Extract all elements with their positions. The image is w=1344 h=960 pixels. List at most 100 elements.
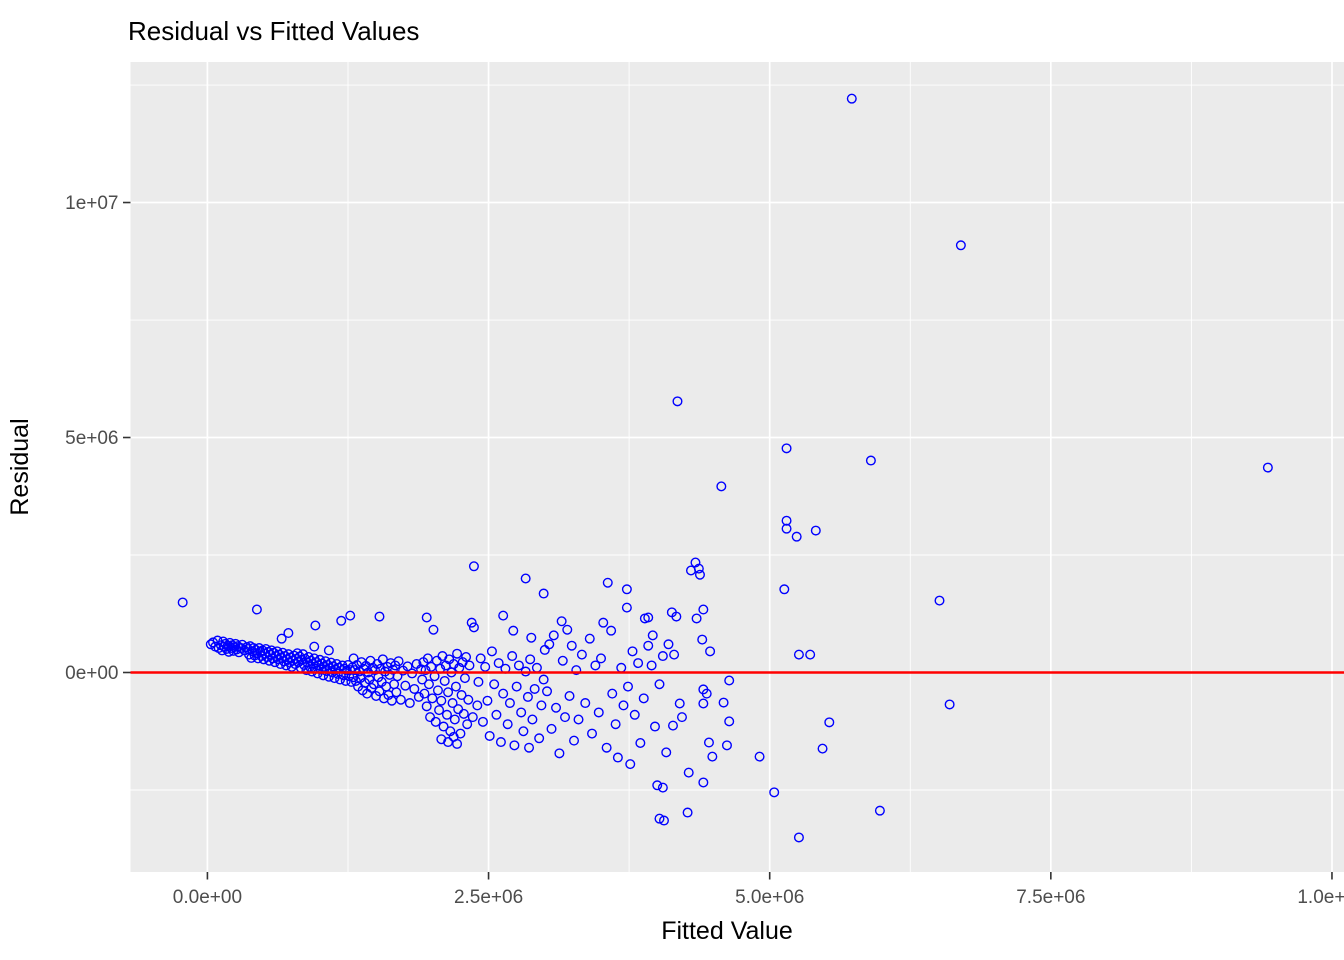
data-point [754, 751, 765, 762]
data-point [456, 690, 467, 701]
data-point [310, 620, 321, 631]
data-point [507, 651, 518, 662]
data-point [944, 699, 955, 710]
data-point [781, 523, 792, 534]
data-point [554, 748, 565, 759]
chart-title: Residual vs Fitted Values [128, 16, 419, 46]
data-point [520, 573, 531, 584]
y-tick-label: 0e+00 [65, 663, 118, 684]
data-point [805, 649, 816, 660]
data-point [548, 630, 559, 641]
data-point [484, 730, 495, 741]
data-point [480, 661, 491, 672]
data-point [468, 622, 479, 633]
data-point [647, 630, 658, 641]
x-tick-label: 0.0e+00 [173, 887, 242, 908]
data-point [377, 654, 388, 665]
data-point [524, 742, 535, 753]
data-point [598, 617, 609, 628]
data-point [516, 707, 527, 718]
data-point [427, 693, 438, 704]
data-point [422, 653, 433, 664]
data-point [810, 525, 821, 536]
data-point [562, 624, 573, 635]
data-point [1262, 462, 1273, 473]
data-point [309, 641, 320, 652]
data-point [430, 716, 441, 727]
x-axis-title: Fitted Value [661, 917, 793, 945]
data-point [580, 698, 591, 709]
data-point [649, 721, 660, 732]
data-point [556, 616, 567, 627]
data-point [374, 686, 385, 697]
x-tick-label: 5.0e+06 [735, 887, 804, 908]
data-point [566, 640, 577, 651]
data-point [450, 681, 461, 692]
data-point [536, 700, 547, 711]
data-point [466, 617, 477, 628]
data-point [698, 684, 709, 695]
data-point [721, 740, 732, 751]
data-point [445, 726, 456, 737]
data-point [420, 665, 431, 676]
data-point [332, 668, 343, 679]
data-point [657, 782, 668, 793]
data-point [693, 563, 704, 574]
data-point [391, 687, 402, 698]
data-point [473, 676, 484, 687]
data-point [691, 613, 702, 624]
data-point [676, 712, 687, 723]
data-point [341, 665, 352, 676]
data-point [781, 443, 792, 454]
y-tick-label: 1e+07 [65, 193, 118, 214]
data-point [846, 93, 857, 104]
data-point [542, 686, 553, 697]
data-point [502, 719, 513, 730]
data-point [346, 676, 357, 687]
data-point [654, 813, 665, 824]
data-point [612, 752, 623, 763]
data-point [413, 691, 424, 702]
data-point [629, 709, 640, 720]
data-point [590, 660, 601, 671]
data-point [682, 807, 693, 818]
data-point [432, 685, 443, 696]
data-point [607, 688, 618, 699]
data-point [443, 737, 454, 748]
data-point [452, 648, 463, 659]
data-point [657, 651, 668, 662]
data-point [489, 679, 500, 690]
data-point [602, 577, 613, 588]
data-point [694, 569, 705, 580]
data-point [817, 743, 828, 754]
data-point [409, 683, 420, 694]
data-point [625, 759, 636, 770]
data-point [529, 683, 540, 694]
data-point [477, 716, 488, 727]
data-point [621, 602, 632, 613]
data-point [779, 584, 790, 595]
data-point [525, 654, 536, 665]
data-point [421, 701, 432, 712]
data-point [606, 625, 617, 636]
data-point [467, 712, 478, 723]
data-point [674, 698, 685, 709]
data-point [458, 708, 469, 719]
data-point [464, 660, 475, 671]
data-point [610, 719, 621, 730]
data-point [475, 653, 486, 664]
data-point [509, 740, 520, 751]
data-point [323, 645, 334, 656]
data-point [511, 681, 522, 692]
data-point [463, 694, 474, 705]
data-point [643, 640, 654, 651]
data-point [557, 655, 568, 666]
data-point [400, 680, 411, 691]
data-point [434, 705, 445, 716]
data-point [426, 661, 437, 672]
data-point [618, 700, 629, 711]
data-point [423, 679, 434, 690]
data-point [824, 717, 835, 728]
y-axis-title: Residual [6, 418, 34, 515]
